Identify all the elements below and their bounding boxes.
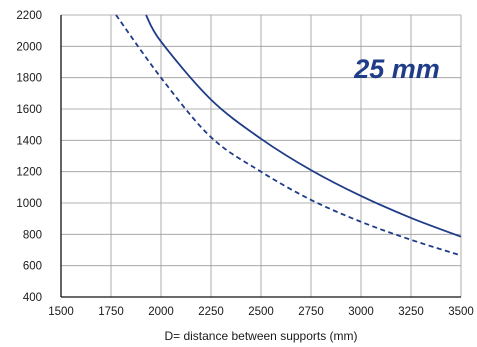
x-tick-labels: 1500 1750 2000 2250 2500 2750 3000 3250 3500 (48, 306, 474, 318)
x-tick-label: 3000 (348, 306, 374, 318)
y-tick-label: 1200 (16, 167, 42, 179)
y-tick-label: 1400 (16, 135, 42, 147)
x-tick-label: 1750 (98, 306, 124, 318)
x-tick-label: 2500 (248, 306, 274, 318)
y-tick-labels: 400 600 800 1000 1200 1400 1600 1800 2000 2200 (16, 10, 42, 304)
x-tick-label: 2250 (198, 306, 224, 318)
y-tick-label: 2000 (16, 41, 42, 53)
x-tick-label: 2750 (298, 306, 324, 318)
series-lines (115, 14, 462, 257)
x-tick-label: 2000 (148, 306, 174, 318)
x-tick-label: 3500 (448, 306, 474, 318)
y-tick-label: 2200 (16, 10, 42, 22)
y-tick-label: 1600 (16, 104, 42, 116)
y-tick-label: 600 (23, 261, 42, 273)
y-tick-label: 1000 (16, 198, 42, 210)
curve-annotation: 25 mm (353, 54, 440, 84)
x-tick-label: 3250 (398, 306, 424, 318)
axes (60, 15, 461, 298)
series-line-dashed (115, 14, 462, 257)
x-tick-label: 1500 (48, 306, 74, 318)
series-line-solid (145, 14, 462, 238)
x-axis-label: D= distance between supports (mm) (164, 329, 357, 343)
y-tick-label: 400 (23, 292, 42, 304)
y-tick-label: 1800 (16, 73, 42, 85)
y-tick-label: 800 (23, 229, 42, 241)
